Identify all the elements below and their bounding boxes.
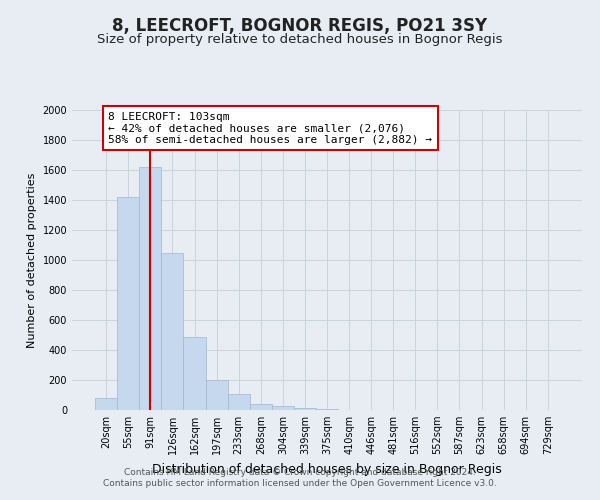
Text: Size of property relative to detached houses in Bognor Regis: Size of property relative to detached ho… — [97, 32, 503, 46]
Bar — [139, 167, 161, 410]
Bar — [250, 404, 272, 410]
Text: 8, LEECROFT, BOGNOR REGIS, PO21 3SY: 8, LEECROFT, BOGNOR REGIS, PO21 3SY — [112, 18, 488, 36]
Bar — [95, 398, 117, 410]
Y-axis label: Number of detached properties: Number of detached properties — [27, 172, 37, 348]
Text: 8 LEECROFT: 103sqm
← 42% of detached houses are smaller (2,076)
58% of semi-deta: 8 LEECROFT: 103sqm ← 42% of detached hou… — [109, 112, 433, 144]
Bar — [161, 252, 184, 410]
X-axis label: Distribution of detached houses by size in Bognor Regis: Distribution of detached houses by size … — [152, 462, 502, 475]
Bar — [272, 406, 294, 410]
Bar — [316, 408, 338, 410]
Bar — [227, 394, 250, 410]
Text: Contains HM Land Registry data © Crown copyright and database right 2024.
Contai: Contains HM Land Registry data © Crown c… — [103, 468, 497, 487]
Bar — [184, 336, 206, 410]
Bar — [294, 408, 316, 410]
Bar — [117, 197, 139, 410]
Bar — [206, 380, 227, 410]
